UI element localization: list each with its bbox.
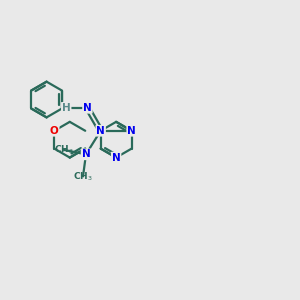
Text: CH$_3$: CH$_3$ xyxy=(54,144,74,156)
Text: N: N xyxy=(83,103,92,113)
Text: CH$_3$: CH$_3$ xyxy=(73,170,93,183)
Text: H: H xyxy=(62,103,70,113)
Text: N: N xyxy=(96,126,105,136)
Text: N: N xyxy=(82,149,90,159)
Text: N: N xyxy=(112,152,121,163)
Text: N: N xyxy=(127,126,136,136)
Text: O: O xyxy=(50,126,59,136)
